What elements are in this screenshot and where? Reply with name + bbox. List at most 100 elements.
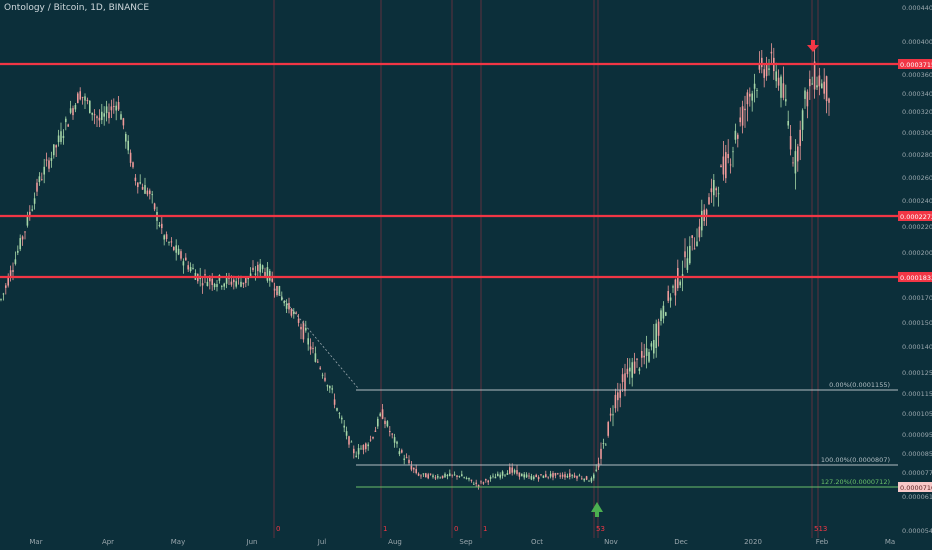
level-tag-label: 0.0001833 (900, 274, 932, 282)
candle-body (566, 476, 569, 478)
candle-body (96, 116, 98, 119)
candle-body (561, 474, 564, 477)
candle-body (321, 374, 324, 376)
candle-body (93, 114, 96, 116)
candle-body (242, 282, 245, 285)
candle-body (701, 210, 703, 231)
candle-body (120, 114, 122, 120)
candle-body (235, 281, 237, 287)
candle-body (770, 51, 773, 54)
candle-body (283, 300, 285, 304)
candle-body (53, 144, 55, 156)
candle-body (290, 308, 293, 316)
candle-body (434, 477, 437, 479)
candle-body (811, 83, 813, 85)
candle-body (55, 145, 57, 148)
candle-body (12, 270, 14, 272)
candle-body (201, 283, 204, 286)
candle-body (302, 322, 305, 340)
candle-body (26, 215, 29, 226)
cycle-label: 53 (596, 525, 605, 533)
x-tick-label: Aug (388, 538, 402, 546)
candle-body (449, 473, 451, 477)
candle-body (7, 277, 9, 286)
cycle-label: 0 (454, 525, 458, 533)
candle-body (636, 358, 638, 360)
candle-body (144, 185, 146, 194)
y-tick-label: 0.0000540 (902, 527, 932, 535)
x-tick-label: Jul (317, 538, 327, 546)
candle-body (293, 311, 295, 314)
candle-body (437, 476, 439, 478)
candle-body (801, 110, 804, 130)
candle-body (74, 105, 77, 110)
candle-body (72, 108, 74, 116)
candle-body (619, 389, 621, 398)
candle-body (468, 477, 470, 480)
candle-body (401, 450, 403, 453)
candle-body (648, 352, 650, 362)
candle-body (309, 346, 312, 350)
candle-body (213, 283, 216, 288)
candle-body (729, 164, 732, 166)
candle-body (79, 91, 81, 100)
candle-body (761, 57, 763, 68)
candle-body (45, 159, 48, 161)
candle-body (65, 118, 67, 123)
candle-body (278, 285, 281, 296)
cycle-label: 0 (276, 525, 280, 533)
candle-body (674, 279, 677, 296)
candle-body (552, 473, 554, 478)
candle-body (497, 473, 499, 477)
candle-body (163, 235, 165, 240)
candle-body (787, 120, 789, 126)
candle-body (821, 83, 823, 89)
candle-body (257, 264, 259, 272)
candle-body (139, 182, 141, 184)
candle-body (509, 467, 511, 474)
level-tag-label: 0.0002272 (900, 213, 932, 221)
fib-label: 100.00%(0.0000807) (821, 456, 890, 464)
candle-body (173, 246, 175, 251)
candle-body (271, 278, 273, 282)
x-tick-label: 2020 (744, 538, 762, 546)
candle-body (254, 273, 257, 275)
candle-body (338, 413, 341, 415)
candle-body (177, 248, 180, 255)
level-tag-label: 0.0003715 (900, 61, 932, 69)
candle-body (146, 190, 149, 195)
candle-body (585, 476, 588, 480)
candle-body (741, 106, 744, 126)
candle-body (653, 339, 655, 354)
candle-body (545, 474, 547, 478)
candle-body (50, 158, 53, 161)
candle-body (777, 77, 780, 86)
candle-body (609, 413, 612, 416)
arrow-down-icon (807, 40, 819, 52)
candle-body (350, 441, 353, 443)
candle-body (413, 467, 415, 470)
candle-body (33, 198, 36, 204)
candle-body (175, 245, 177, 253)
x-tick-label: Dec (674, 538, 688, 546)
candle-body (432, 475, 434, 478)
candle-body (249, 273, 252, 278)
candle-body (612, 414, 614, 416)
candle-body (662, 305, 665, 319)
candle-body (825, 76, 828, 102)
candle-body (261, 265, 264, 270)
candle-body (415, 469, 417, 474)
candle-body (540, 474, 542, 476)
candle-body (557, 473, 559, 475)
candle-body (355, 455, 357, 457)
candle-body (204, 274, 206, 276)
candle-body (180, 251, 182, 259)
fib-label: 127.20%(0.0000712) (821, 478, 890, 486)
